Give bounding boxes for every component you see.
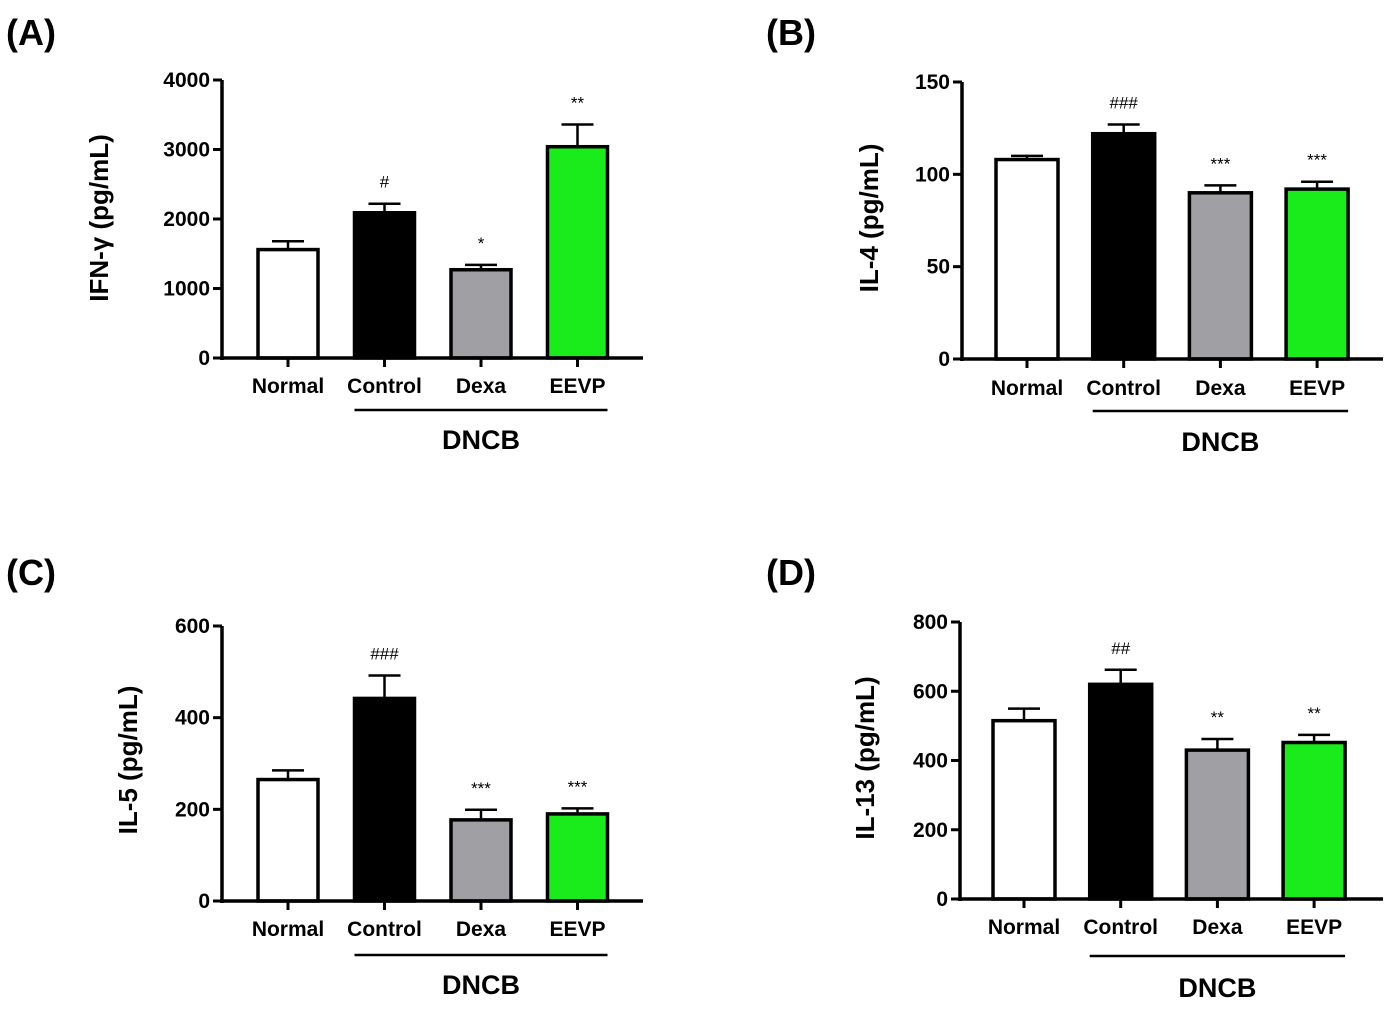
- bar-b-eevp: [1284, 187, 1350, 361]
- bar-b-control: [1090, 131, 1157, 361]
- panel-label-d: (D): [766, 552, 816, 593]
- group-label-d: DNCB: [1178, 973, 1256, 1003]
- bar-a-normal: [256, 247, 320, 360]
- y-tick-label-c-3: 600: [175, 615, 210, 638]
- bar-d-control: [1087, 682, 1154, 901]
- category-label-a-1: Control: [347, 375, 422, 398]
- category-label-c-3: EEVP: [549, 918, 605, 941]
- category-label-c-0: Normal: [252, 918, 324, 941]
- bar-a-eevp: [545, 144, 610, 360]
- category-label-b-3: EEVP: [1289, 377, 1345, 400]
- bar-b-dexa: [1187, 191, 1254, 361]
- y-tick-label-a-2: 2000: [163, 208, 210, 231]
- y-tick-label-b-2: 100: [915, 163, 950, 186]
- bar-d-normal: [991, 718, 1057, 901]
- category-label-c-1: Control: [347, 918, 422, 941]
- bar-d-eevp: [1281, 740, 1347, 901]
- category-label-b-0: Normal: [991, 377, 1063, 400]
- y-tick-label-a-3: 3000: [163, 139, 210, 162]
- panel-label-c: (C): [6, 552, 56, 593]
- bar-c-normal: [256, 777, 320, 903]
- y-tick-label-d-1: 200: [913, 819, 948, 842]
- panel-label-b: (B): [766, 12, 816, 53]
- panel-label-a: (A): [6, 12, 56, 53]
- y-tick-label-d-3: 600: [913, 680, 948, 703]
- category-label-a-0: Normal: [252, 375, 324, 398]
- y-axis-label-c: IL-5 (pg/mL): [113, 686, 143, 835]
- y-tick-label-a-4: 4000: [163, 69, 210, 92]
- y-tick-label-c-0: 0: [198, 890, 210, 913]
- category-label-d-3: EEVP: [1286, 916, 1342, 939]
- y-tick-label-b-3: 150: [915, 71, 950, 94]
- y-tick-label-a-1: 1000: [163, 278, 210, 301]
- category-label-d-2: Dexa: [1192, 916, 1243, 939]
- y-axis-label-d: IL-13 (pg/mL): [850, 676, 880, 839]
- bar-a-control: [352, 210, 417, 360]
- y-tick-label-c-2: 400: [175, 707, 210, 730]
- bar-d-dexa: [1184, 748, 1251, 901]
- group-label-b: DNCB: [1181, 427, 1259, 457]
- annotation-b-3: ***: [1307, 151, 1327, 170]
- y-tick-label-b-1: 50: [927, 256, 950, 279]
- annotation-c-2: ***: [471, 779, 491, 798]
- category-label-b-2: Dexa: [1195, 377, 1246, 400]
- y-tick-label-a-0: 0: [198, 347, 210, 370]
- category-label-c-2: Dexa: [456, 918, 507, 941]
- bar-c-eevp: [545, 812, 610, 903]
- y-axis-label-a: IFN-γ (pg/mL): [84, 134, 114, 302]
- bar-a-dexa: [449, 267, 513, 360]
- y-tick-label-c-1: 200: [175, 798, 210, 821]
- category-label-a-2: Dexa: [456, 375, 507, 398]
- y-axis-label-b: IL-4 (pg/mL): [854, 144, 884, 293]
- y-tick-label-d-2: 400: [913, 750, 948, 773]
- annotation-d-2: **: [1211, 708, 1225, 727]
- category-label-b-1: Control: [1086, 377, 1161, 400]
- annotation-c-3: ***: [568, 777, 588, 796]
- annotation-a-3: **: [571, 93, 585, 112]
- annotation-a-2: *: [478, 234, 485, 253]
- annotation-b-1: ###: [1110, 93, 1139, 112]
- annotation-d-3: **: [1307, 704, 1321, 723]
- bar-b-normal: [994, 157, 1060, 361]
- y-tick-label-b-0: 0: [938, 348, 950, 371]
- annotation-d-1: ##: [1111, 639, 1130, 658]
- y-tick-label-d-4: 800: [913, 611, 948, 634]
- category-label-a-3: EEVP: [549, 375, 605, 398]
- bar-c-dexa: [449, 818, 513, 903]
- group-label-c: DNCB: [442, 970, 520, 1000]
- annotation-c-1: ###: [370, 645, 399, 664]
- category-label-d-1: Control: [1083, 916, 1158, 939]
- annotation-b-2: ***: [1210, 154, 1230, 173]
- category-label-d-0: Normal: [988, 916, 1060, 939]
- bar-c-control: [352, 696, 417, 903]
- annotation-a-1: #: [380, 173, 390, 192]
- y-tick-label-d-0: 0: [936, 888, 948, 911]
- group-label-a: DNCB: [442, 425, 520, 455]
